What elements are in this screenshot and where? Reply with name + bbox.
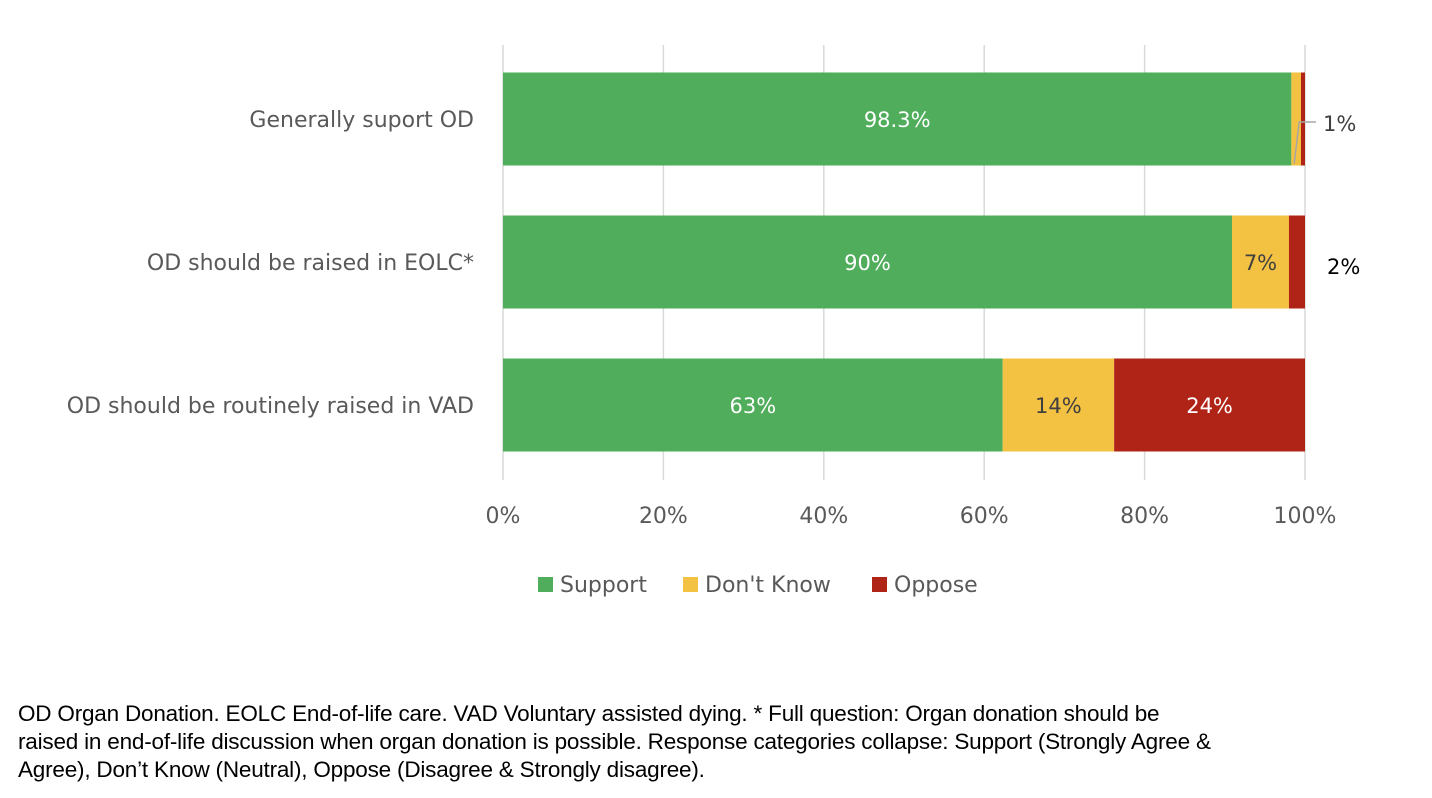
bar-segment-support <box>503 72 1292 166</box>
bar-row: 63% 14% 24% <box>503 358 1305 452</box>
legend-label: Don't Know <box>705 573 831 598</box>
outside-data-label: 2% <box>1327 255 1360 279</box>
x-tick-label: 20% <box>639 504 688 529</box>
bars: 98.3% 90% 7% 63% 14% 24% <box>503 72 1305 452</box>
legend-label: Support <box>560 573 647 598</box>
stacked-bar-chart: 98.3% 90% 7% 63% 14% 24% Generally suport OD O… <box>67 45 1360 598</box>
bar-segment-don-t-know <box>1002 358 1115 452</box>
data-label: 24% <box>1186 394 1233 418</box>
legend-label: Oppose <box>894 573 978 598</box>
bar-segment-don-t-know <box>1291 72 1301 166</box>
data-label: 63% <box>729 394 776 418</box>
x-axis-tick-labels: 0% 20% 40% 60% 80% 100% <box>486 504 1337 529</box>
x-tick-label: 0% <box>486 504 521 529</box>
bar-row: 98.3% <box>503 72 1305 166</box>
leader-line <box>1293 121 1316 164</box>
bar-segment-support <box>503 215 1233 309</box>
footnote-line: raised in end-of-life discussion when or… <box>18 729 1211 754</box>
data-label: 90% <box>844 251 891 275</box>
category-labels: Generally suport OD OD should be raised i… <box>67 108 474 419</box>
legend-item: Support <box>538 573 647 598</box>
data-label: 98.3% <box>864 108 931 132</box>
outside-data-labels: 1% 2% <box>1293 112 1360 279</box>
x-tick-label: 80% <box>1120 504 1169 529</box>
category-label: OD should be routinely raised in VAD <box>67 394 474 419</box>
legend-swatch <box>872 577 887 592</box>
legend-swatch <box>683 577 698 592</box>
x-tick-label: 40% <box>799 504 848 529</box>
category-label: OD should be raised in EOLC* <box>147 251 474 276</box>
category-label: Generally suport OD <box>249 108 474 133</box>
x-tick-label: 60% <box>960 504 1009 529</box>
bar-segment-support <box>503 358 1003 452</box>
bar-segment-oppose <box>1288 215 1305 309</box>
legend-item: Don't Know <box>683 573 831 598</box>
footnote-line: OD Organ Donation. EOLC End-of-life care… <box>18 701 1160 726</box>
data-label: 14% <box>1035 394 1082 418</box>
data-label: 7% <box>1244 251 1277 275</box>
footnote: OD Organ Donation. EOLC End-of-life care… <box>18 700 1418 784</box>
outside-data-label: 1% <box>1323 112 1356 136</box>
x-tick-label: 100% <box>1274 504 1337 529</box>
footnote-line: Agree), Don’t Know (Neutral), Oppose (Di… <box>18 757 705 782</box>
bar-segment-oppose <box>1300 72 1305 166</box>
legend: Support Don't Know Oppose <box>538 573 978 598</box>
legend-item: Oppose <box>872 573 978 598</box>
legend-swatch <box>538 577 553 592</box>
bar-segment-oppose <box>1114 358 1305 452</box>
bar-row: 90% 7% <box>503 215 1305 309</box>
bar-segment-don-t-know <box>1232 215 1289 309</box>
